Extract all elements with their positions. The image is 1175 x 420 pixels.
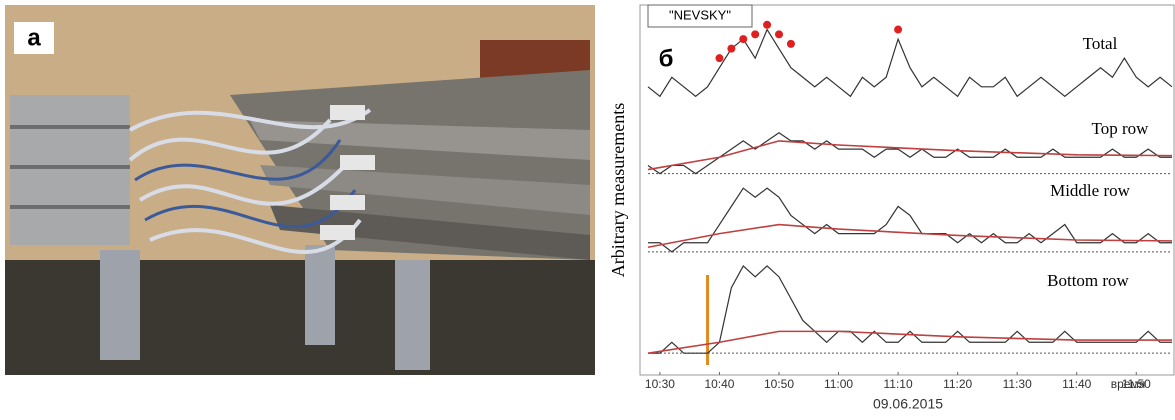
trace-label: Bottom row bbox=[1047, 271, 1129, 290]
trend-line bbox=[647, 223, 1173, 249]
trace-label: Top row bbox=[1092, 119, 1150, 138]
device bbox=[10, 95, 130, 245]
trace bbox=[648, 187, 1172, 253]
ground bbox=[5, 260, 595, 375]
x-tick-label: 11:40 bbox=[1062, 377, 1091, 391]
label-box bbox=[14, 22, 54, 54]
tag: "NEVSKY" bbox=[669, 7, 731, 22]
photo: а bbox=[5, 5, 595, 375]
x-tick-label: 11:50 bbox=[1122, 377, 1151, 391]
peak-marker bbox=[775, 30, 783, 39]
plot-frame bbox=[639, 4, 1175, 376]
date: 09.06.2015 bbox=[873, 396, 943, 412]
panel-label: а bbox=[27, 24, 41, 51]
x-tick-label: 10:50 bbox=[764, 377, 794, 391]
peak-marker bbox=[894, 25, 903, 34]
x-tick-label: 11:00 bbox=[824, 377, 853, 391]
trace-label: Middle row bbox=[1050, 181, 1131, 200]
x-tick-label: 11:10 bbox=[884, 377, 913, 391]
trace bbox=[647, 131, 1172, 175]
peak-marker bbox=[727, 44, 736, 53]
x-tick-label: 11:30 bbox=[1003, 377, 1032, 391]
trend-line bbox=[647, 140, 1173, 171]
panel-label: б bbox=[659, 45, 674, 72]
x-tick-label: 10:40 bbox=[704, 377, 734, 391]
trace bbox=[648, 264, 1172, 354]
trend-line bbox=[647, 330, 1172, 354]
peak-marker bbox=[715, 54, 724, 63]
peak-marker bbox=[786, 39, 795, 48]
leg bbox=[100, 250, 140, 360]
y-axis-label: Arbitrary measurements bbox=[608, 103, 628, 277]
peak-marker bbox=[763, 20, 772, 29]
trace bbox=[647, 28, 1173, 98]
cables bbox=[128, 108, 372, 254]
peak-marker bbox=[739, 35, 748, 44]
trace-label: Total bbox=[1083, 34, 1118, 53]
x-tick-label: 11:20 bbox=[943, 377, 972, 391]
tag-box bbox=[647, 4, 753, 28]
peak-marker bbox=[751, 30, 760, 39]
x-tick-label: 10:30 bbox=[645, 377, 675, 391]
x-axis-label: время bbox=[1111, 377, 1145, 391]
